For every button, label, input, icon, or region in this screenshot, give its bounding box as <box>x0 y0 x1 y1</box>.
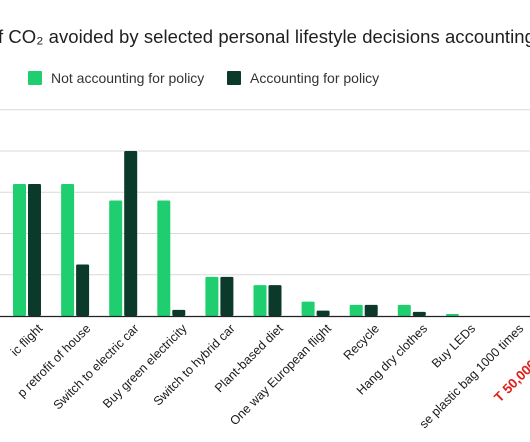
x-tick-label: Recycle <box>341 321 382 362</box>
bar-not-accounting <box>253 285 267 316</box>
bar-accounting <box>28 184 41 316</box>
bar-not-accounting <box>349 304 363 316</box>
legend-item-accounting: Accounting for policy <box>227 70 379 86</box>
bar-accounting <box>76 264 90 316</box>
x-tick-label: ic flight <box>8 321 46 359</box>
legend-label-not-accounting: Not accounting for policy <box>51 70 205 86</box>
bar-not-accounting <box>205 276 219 316</box>
bar-accounting <box>220 276 234 316</box>
x-tick-label: Buy green electricity <box>100 321 190 411</box>
chart-title: f CO₂ avoided by selected personal lifes… <box>0 26 530 47</box>
x-tick-label: One way European flight <box>227 321 334 428</box>
bar-not-accounting <box>109 200 123 316</box>
bar-not-accounting <box>13 184 26 316</box>
bar-accounting <box>412 311 426 316</box>
x-tick-label: Switch to hybrid car <box>151 321 238 408</box>
bar-not-accounting <box>301 301 315 316</box>
x-tick-label: Buy LEDs <box>429 321 478 370</box>
bar-not-accounting <box>157 200 171 316</box>
legend-item-not-accounting: Not accounting for policy <box>28 70 204 86</box>
x-tick-label: Switch to electric car <box>51 321 142 412</box>
bar-not-accounting <box>445 313 459 316</box>
bar-accounting <box>172 309 186 316</box>
bar-accounting <box>124 151 138 316</box>
legend-swatch-accounting <box>227 71 241 85</box>
legend-label-accounting: Accounting for policy <box>250 70 380 86</box>
bar-accounting <box>316 310 330 316</box>
legend-swatch-not-accounting <box>28 71 42 85</box>
bar-accounting <box>364 304 378 316</box>
bar-not-accounting <box>61 184 75 316</box>
bar-accounting <box>268 285 282 316</box>
bar-not-accounting <box>397 304 411 316</box>
